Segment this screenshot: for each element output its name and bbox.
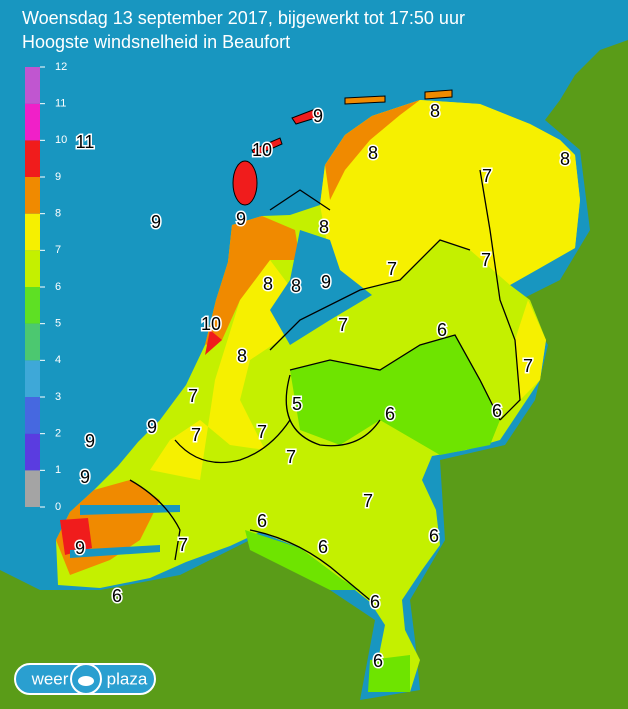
wind-label: 9 (321, 272, 331, 292)
wind-label: 9 (147, 417, 157, 437)
legend-band (25, 213, 40, 251)
wind-label: 8 (560, 149, 570, 169)
legend-tick-label: 11 (55, 98, 66, 110)
legend-band (25, 433, 40, 471)
wind-label: 6 (112, 586, 122, 606)
wind-label: 9 (85, 431, 95, 451)
zone-6-south (245, 530, 360, 590)
zone-10 (205, 330, 222, 355)
wind-label: 8 (368, 143, 378, 163)
legend-band (25, 470, 40, 507)
isoline (479, 169, 521, 421)
wind-label: 7 (257, 422, 267, 442)
legend-band (25, 397, 40, 434)
wind-label: 6 (437, 320, 447, 340)
wind-label: 9 (236, 209, 246, 229)
vlieland (251, 137, 283, 157)
legend-tick-label: 1 (55, 464, 61, 476)
wadden-islands (344, 89, 453, 105)
wind-label: 6 (370, 592, 380, 612)
zone-9-fr (325, 100, 420, 200)
legend-tick-label: 12 (55, 61, 67, 73)
legend-band (25, 67, 40, 104)
zone-8-east (515, 300, 546, 400)
zone-8 (320, 100, 580, 290)
legend-tick-label: 6 (55, 281, 61, 293)
wind-label: 7 (523, 356, 533, 376)
legend-tick-label: 7 (55, 244, 61, 256)
wind-label: 7 (178, 535, 188, 555)
legend-tick-label: 5 (55, 318, 61, 330)
estuaries (70, 505, 180, 558)
logo-left: weer (31, 669, 69, 688)
isoline (129, 479, 181, 561)
legend-tick-label: 9 (55, 171, 61, 183)
terschelling (291, 107, 323, 125)
wind-label: 7 (387, 259, 397, 279)
wind-label: 7 (481, 250, 491, 270)
zone-8-west (150, 260, 300, 480)
logo-right: plaza (107, 669, 148, 688)
wind-label: 8 (263, 274, 273, 294)
legend-tick-label: 8 (55, 208, 61, 220)
wind-label: 8 (237, 346, 247, 366)
wind-label: 10 (252, 140, 272, 160)
isoline (174, 419, 291, 464)
legend-tick-label: 10 (55, 134, 67, 146)
wind-label: 10 (201, 314, 221, 334)
wind-label: 7 (191, 425, 201, 445)
wind-label: 6 (429, 526, 439, 546)
legend-band (25, 323, 40, 361)
wind-label: 7 (363, 491, 373, 511)
isoline (289, 334, 501, 421)
wind-label: 8 (319, 217, 329, 237)
legend-tick-label: 0 (55, 501, 61, 513)
legend-tick-label: 3 (55, 391, 61, 403)
ijsselmeer (270, 230, 372, 345)
title: Woensdag 13 september 2017, bijgewerkt t… (22, 8, 465, 28)
wind-label: 6 (373, 651, 383, 671)
legend-band (25, 177, 40, 214)
wind-label: 6 (492, 401, 502, 421)
wind-label: 7 (338, 315, 348, 335)
logo: weer plaza (14, 663, 156, 695)
wind-label: 9 (75, 538, 85, 558)
wind-label: 6 (318, 537, 328, 557)
wind-label: 7 (188, 386, 198, 406)
legend-band (25, 103, 40, 141)
wind-label: 8 (291, 276, 301, 296)
wind-label: 9 (151, 212, 161, 232)
zone-10-zeeland (60, 518, 92, 555)
isoline (269, 189, 331, 211)
legend-band (25, 287, 40, 324)
wind-label: 6 (385, 404, 395, 424)
wind-label: 5 (292, 394, 302, 414)
logo-cloud (78, 676, 94, 686)
zone-6-limburg (368, 655, 410, 692)
isoline (249, 529, 371, 601)
wind-label: 7 (286, 447, 296, 467)
zone-6-center (290, 335, 500, 455)
legend-tick-label: 4 (55, 354, 61, 366)
isoline (285, 374, 381, 447)
legend-tick-label: 2 (55, 428, 61, 440)
wind-label: 6 (257, 511, 267, 531)
texel (232, 160, 258, 206)
zone-9-nh (205, 216, 300, 345)
wind-label: 11 (76, 132, 95, 152)
subtitle: Hoogste windsnelheid in Beaufort (22, 32, 290, 52)
legend-band (25, 250, 40, 287)
wind-label: 7 (482, 166, 492, 186)
isoline (269, 239, 471, 351)
wind-label: 9 (80, 467, 90, 487)
neighbouring-land (0, 40, 628, 709)
legend-band (25, 140, 40, 177)
legend-band (25, 360, 40, 397)
wind-label: 8 (430, 101, 440, 121)
wind-label: 9 (313, 106, 323, 126)
